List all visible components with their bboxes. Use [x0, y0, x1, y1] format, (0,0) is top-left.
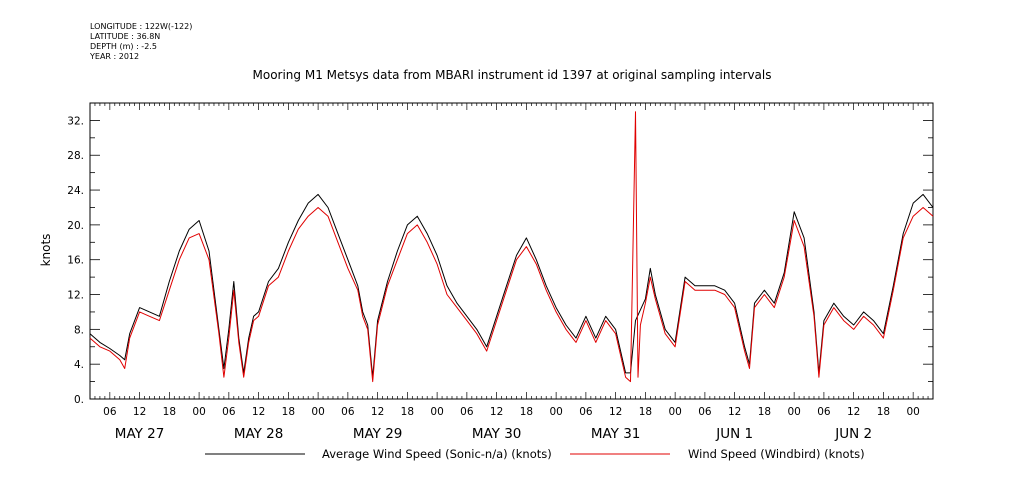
y-tick-label: 20.	[67, 220, 84, 232]
y-tick-label: 4.	[74, 359, 84, 371]
x-day-label: JUN 1	[715, 426, 753, 442]
x-tick-label: 06	[698, 406, 712, 418]
x-tick-label: 00	[311, 406, 324, 418]
y-axis-label: knots	[39, 234, 53, 267]
x-tick-label: 00	[787, 406, 800, 418]
x-day-label: JUN 2	[834, 426, 872, 442]
x-day-label: MAY 29	[353, 426, 403, 442]
x-tick-label: 12	[371, 406, 384, 418]
x-tick-label: 18	[401, 406, 414, 418]
y-tick-label: 16.	[67, 255, 84, 267]
x-tick-label: 18	[163, 406, 176, 418]
series-layer	[89, 111, 934, 383]
x-tick-label: 12	[847, 406, 860, 418]
x-day-label: MAY 30	[472, 426, 522, 442]
x-tick-label: 00	[668, 406, 681, 418]
x-tick-label: 06	[222, 406, 236, 418]
x-tick-label: 12	[252, 406, 265, 418]
year-text: YEAR : 2012	[90, 52, 140, 61]
y-tick-label: 8.	[74, 324, 84, 336]
y-tick-label: 28.	[67, 150, 84, 162]
legend: Average Wind Speed (Sonic-n/a) (knots) W…	[205, 447, 865, 461]
x-day-label: MAY 28	[234, 426, 284, 442]
chart-title: Mooring M1 Metsys data from MBARI instru…	[253, 68, 772, 82]
x-tick-label: 00	[430, 406, 443, 418]
x-tick-label: 06	[341, 406, 355, 418]
x-tick-label: 18	[758, 406, 771, 418]
x-tick-label: 00	[192, 406, 205, 418]
x-day-label: MAY 27	[115, 426, 165, 442]
y-tick-label: 32.	[67, 115, 84, 127]
x-tick-label: 12	[490, 406, 503, 418]
y-tick-label: 12.	[67, 290, 84, 302]
x-tick-label: 06	[103, 406, 117, 418]
x-tick-label: 12	[728, 406, 741, 418]
x-tick-label: 12	[133, 406, 146, 418]
x-day-label: MAY 31	[591, 426, 641, 442]
x-tick-label: 06	[579, 406, 593, 418]
legend-label-series-2: Wind Speed (Windbird) (knots)	[688, 447, 865, 461]
longitude-text: LONGITUDE : 122W(-122)	[90, 22, 193, 31]
x-tick-label: 18	[520, 406, 533, 418]
legend-label-series-1: Average Wind Speed (Sonic-n/a) (knots)	[322, 447, 552, 461]
series-line-2	[89, 111, 934, 383]
y-tick-label: 0.	[74, 394, 84, 406]
latitude-text: LATITUDE : 36.8N	[90, 32, 161, 41]
x-tick-label: 06	[817, 406, 831, 418]
x-tick-label: 06	[460, 406, 474, 418]
x-tick-label: 18	[877, 406, 890, 418]
x-tick-label: 18	[639, 406, 652, 418]
series-line-1	[89, 193, 934, 378]
x-tick-label: 12	[609, 406, 622, 418]
depth-text: DEPTH (m) : -2.5	[90, 42, 157, 51]
x-tick-label: 00	[549, 406, 562, 418]
y-tick-label: 24.	[67, 185, 84, 197]
plot-frame	[89, 102, 934, 400]
axis-ticks: 06 12 18 00 06 12 18 00 06 12 18 00 06 12 18 00 06 12 18 00…	[67, 102, 934, 442]
x-tick-label: 00	[906, 406, 919, 418]
metadata-block: LONGITUDE : 122W(-122) LATITUDE : 36.8N …	[90, 22, 192, 62]
x-tick-label: 18	[282, 406, 295, 418]
